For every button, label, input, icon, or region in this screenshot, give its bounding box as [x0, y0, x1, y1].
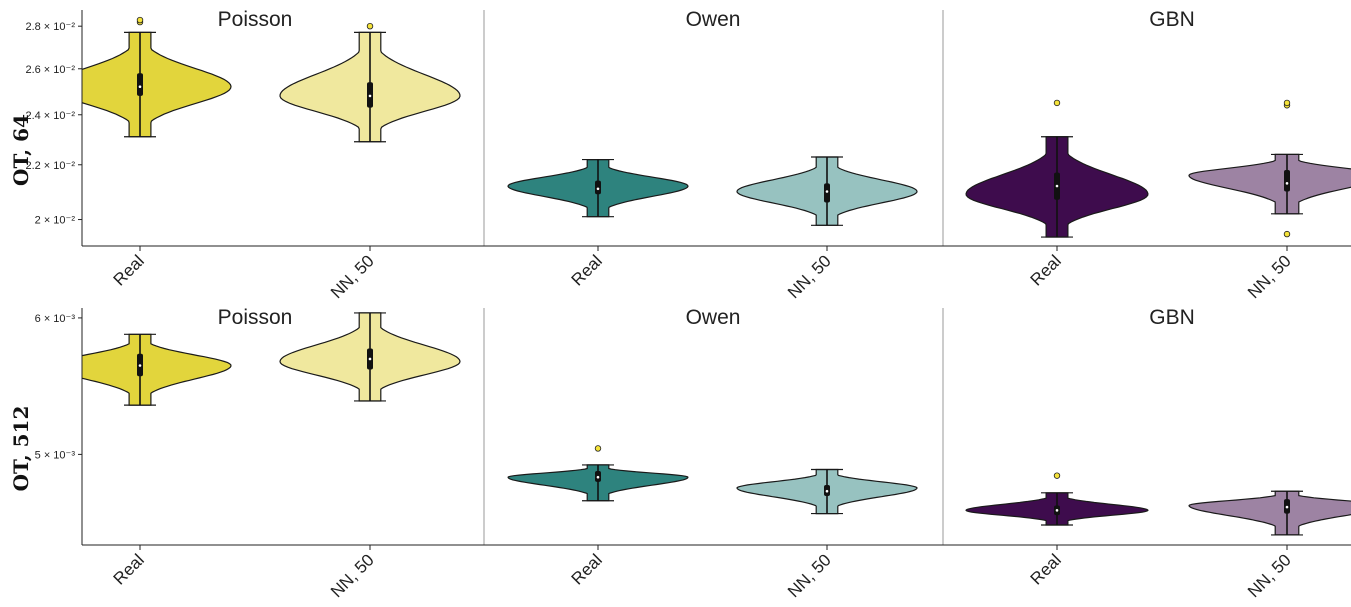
panel-title: Owen [686, 306, 741, 329]
violin-gbn-nn50 [1188, 153, 1351, 215]
box-iqr [595, 180, 601, 195]
row-label: OT, 512 [9, 406, 33, 492]
box-median [596, 187, 600, 191]
outlier-point [1053, 99, 1061, 107]
outlier-point [1283, 99, 1291, 107]
x-tick-label: Real [1027, 550, 1065, 588]
box-median [596, 475, 600, 479]
box-iqr [137, 73, 143, 96]
y-tick-label: 2.6 × 10⁻² [25, 64, 75, 76]
violin-gbn-nn50 [1188, 490, 1351, 536]
box-median [368, 357, 372, 361]
box-median [1285, 182, 1289, 185]
outlier-point [1283, 230, 1291, 238]
x-tick-label: NN, 50 [784, 251, 835, 302]
box-median [1055, 509, 1059, 512]
y-tick-label: 2 × 10⁻² [35, 215, 76, 227]
x-tick-label: Real [110, 251, 148, 289]
row-1: Poisson Owen GBN 2.8 × 10⁻² 2.6 × 10⁻² 2.4 × … [9, 8, 1351, 302]
box-median [1285, 505, 1289, 509]
y-tick-label: 6 × 10⁻³ [35, 313, 76, 325]
violins [82, 31, 1351, 238]
panel-title: Poisson [218, 306, 293, 329]
box-median [825, 489, 829, 493]
panel-title: Owen [686, 8, 741, 31]
box-median [825, 190, 829, 193]
x-tick-label: Real [568, 550, 606, 588]
row-label: OT, 64 [9, 114, 33, 186]
row-2: Poisson Owen GBN 6 × 10⁻³ 5 × 10⁻³ Real NN, 50… [9, 306, 1351, 601]
y-tick-label: 2.8 × 10⁻² [25, 21, 75, 33]
box-median [138, 364, 142, 367]
outlier-point [136, 16, 144, 24]
x-tick-label: NN, 50 [327, 251, 378, 302]
x-tick-label: NN, 50 [784, 550, 835, 601]
x-tick-label: NN, 50 [1244, 251, 1295, 302]
box-median [368, 94, 372, 98]
box-median [138, 85, 142, 89]
box-iqr [1284, 170, 1290, 192]
y-tick-label: 5 × 10⁻³ [35, 449, 76, 461]
panel-title: GBN [1149, 8, 1195, 31]
x-tick-label: NN, 50 [1244, 550, 1295, 601]
y-tick-label: 2.4 × 10⁻² [25, 110, 75, 122]
x-tick-label: Real [1027, 251, 1065, 289]
box-median [1055, 184, 1059, 188]
outlier-point [1053, 472, 1061, 479]
x-tick-label: Real [568, 251, 606, 289]
y-tick-label: 2.2 × 10⁻² [25, 160, 75, 172]
violins [82, 312, 1351, 536]
x-tick-label: Real [110, 550, 148, 588]
box-iqr [824, 183, 830, 203]
outlier-point [366, 22, 374, 30]
panel-title: GBN [1149, 306, 1195, 329]
outlier-point [594, 445, 602, 452]
panel-title: Poisson [218, 8, 293, 31]
x-tick-label: NN, 50 [327, 550, 378, 601]
